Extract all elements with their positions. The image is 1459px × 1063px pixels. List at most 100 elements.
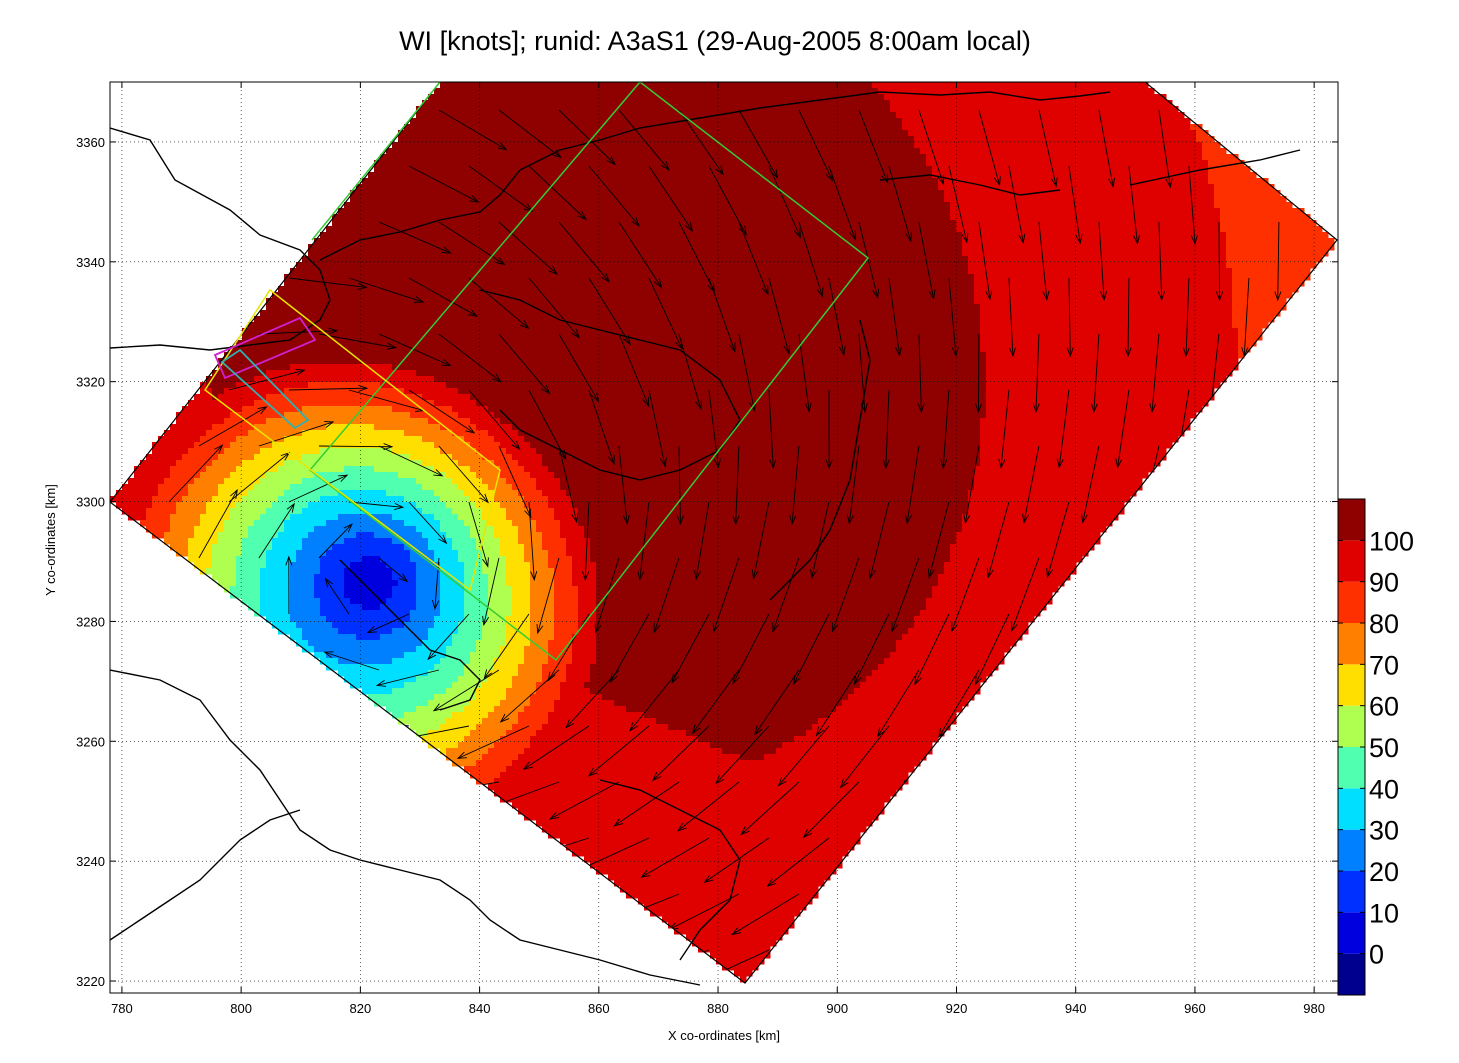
field-cell bbox=[764, 124, 771, 131]
field-cell bbox=[1202, 202, 1209, 209]
field-cell bbox=[362, 190, 369, 197]
field-cell bbox=[398, 244, 405, 251]
field-cell bbox=[1142, 208, 1149, 215]
field-cell bbox=[866, 166, 873, 173]
field-cell bbox=[524, 238, 531, 245]
field-cell bbox=[1094, 232, 1101, 239]
field-cell bbox=[656, 196, 663, 203]
field-cell bbox=[938, 220, 945, 227]
field-cell bbox=[950, 250, 957, 257]
field-cell bbox=[590, 118, 597, 125]
field-cell bbox=[314, 274, 321, 281]
field-cell bbox=[368, 238, 375, 245]
field-cell bbox=[1100, 118, 1107, 125]
field-cell bbox=[608, 82, 615, 89]
field-cell bbox=[1088, 226, 1095, 233]
field-cell bbox=[422, 130, 429, 137]
field-cell bbox=[680, 268, 687, 275]
field-cell bbox=[1310, 250, 1317, 257]
field-cell bbox=[1004, 100, 1011, 107]
field-cell bbox=[1100, 244, 1107, 251]
field-cell bbox=[974, 178, 981, 185]
field-cell bbox=[488, 88, 495, 95]
field-cell bbox=[932, 142, 939, 149]
field-cell bbox=[1196, 190, 1203, 197]
field-cell bbox=[836, 130, 843, 137]
field-cell bbox=[1136, 268, 1143, 275]
field-cell bbox=[506, 142, 513, 149]
field-cell bbox=[956, 202, 963, 209]
field-cell bbox=[776, 196, 783, 203]
field-cell bbox=[518, 262, 525, 269]
field-cell bbox=[1076, 106, 1083, 113]
field-cell bbox=[404, 262, 411, 269]
field-cell bbox=[1154, 202, 1161, 209]
field-cell bbox=[572, 280, 579, 287]
field-cell bbox=[1046, 136, 1053, 143]
field-cell bbox=[884, 100, 891, 107]
field-cell bbox=[1082, 202, 1089, 209]
field-cell bbox=[668, 100, 675, 107]
field-cell bbox=[458, 238, 465, 245]
field-cell bbox=[596, 124, 603, 131]
field-cell bbox=[950, 100, 957, 107]
field-cell bbox=[578, 172, 585, 179]
field-cell bbox=[398, 256, 405, 263]
field-cell bbox=[344, 274, 351, 281]
field-cell bbox=[998, 202, 1005, 209]
field-cell bbox=[1196, 214, 1203, 221]
field-cell bbox=[716, 256, 723, 263]
field-cell bbox=[854, 142, 861, 149]
field-cell bbox=[980, 148, 987, 155]
field-cell bbox=[512, 202, 519, 209]
field-cell bbox=[548, 112, 555, 119]
field-cell bbox=[962, 148, 969, 155]
field-cell bbox=[662, 268, 669, 275]
field-cell bbox=[1244, 166, 1251, 173]
field-cell bbox=[608, 106, 615, 113]
field-cell bbox=[680, 250, 687, 257]
field-cell bbox=[614, 112, 621, 119]
field-cell bbox=[704, 268, 711, 275]
field-cell bbox=[548, 226, 555, 233]
field-cell bbox=[818, 220, 825, 227]
field-cell bbox=[896, 94, 903, 101]
field-cell bbox=[632, 250, 639, 257]
field-cell bbox=[410, 280, 417, 287]
field-cell bbox=[974, 172, 981, 179]
field-cell bbox=[398, 160, 405, 167]
field-cell bbox=[908, 262, 915, 269]
field-cell bbox=[1112, 178, 1119, 185]
field-cell bbox=[758, 82, 765, 89]
field-cell bbox=[944, 172, 951, 179]
field-cell bbox=[1232, 214, 1239, 221]
field-cell bbox=[1220, 220, 1227, 227]
field-cell bbox=[470, 106, 477, 113]
field-cell bbox=[1034, 154, 1041, 161]
field-cell bbox=[662, 154, 669, 161]
field-cell bbox=[644, 100, 651, 107]
field-cell bbox=[506, 274, 513, 281]
field-cell bbox=[950, 124, 957, 131]
field-cell bbox=[1250, 262, 1257, 269]
field-cell bbox=[1076, 160, 1083, 167]
field-cell bbox=[566, 244, 573, 251]
field-cell bbox=[494, 154, 501, 161]
field-cell bbox=[980, 208, 987, 215]
field-cell bbox=[746, 268, 753, 275]
field-cell bbox=[872, 142, 879, 149]
field-cell bbox=[1112, 196, 1119, 203]
field-cell bbox=[716, 106, 723, 113]
field-cell bbox=[914, 100, 921, 107]
field-cell bbox=[626, 214, 633, 221]
field-cell bbox=[806, 100, 813, 107]
field-cell bbox=[488, 142, 495, 149]
field-cell bbox=[1316, 238, 1323, 245]
field-cell bbox=[1016, 160, 1023, 167]
field-cell bbox=[662, 82, 669, 89]
field-cell bbox=[872, 112, 879, 119]
field-cell bbox=[530, 136, 537, 143]
field-cell bbox=[410, 208, 417, 215]
field-cell bbox=[1136, 178, 1143, 185]
field-cell bbox=[500, 148, 507, 155]
